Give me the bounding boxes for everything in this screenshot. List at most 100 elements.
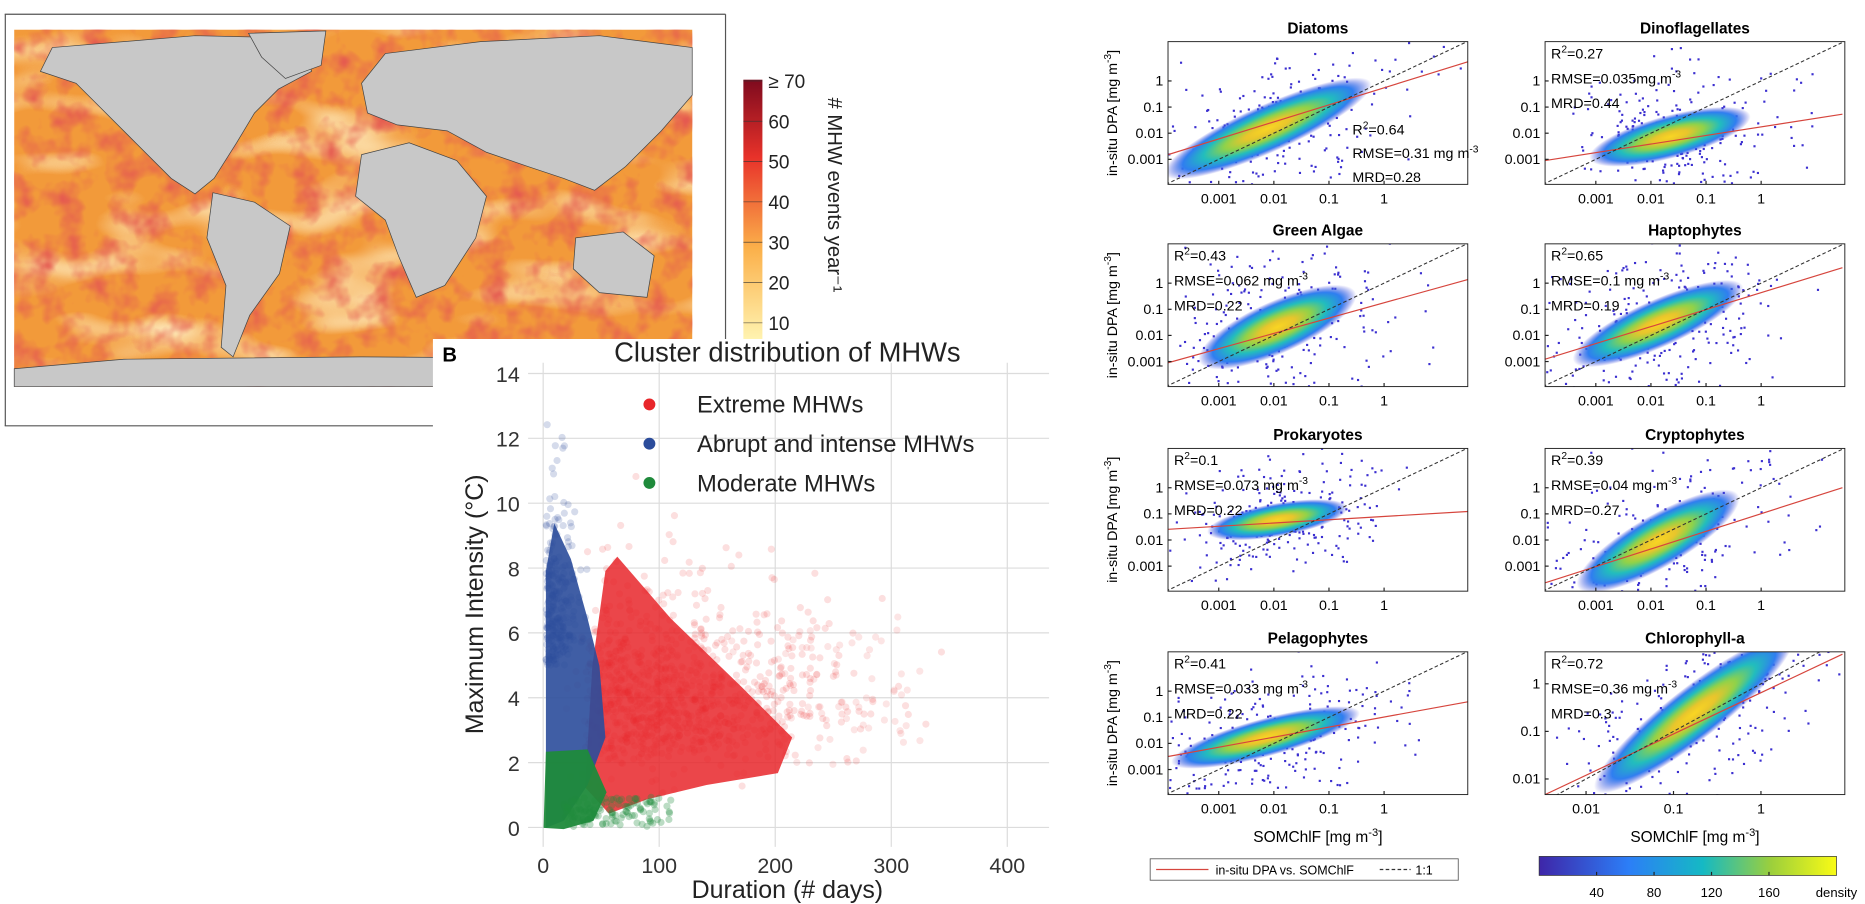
point-cloud	[567, 519, 574, 526]
density-point	[1428, 363, 1430, 365]
density-point	[1094, 175, 1096, 177]
density-point	[1590, 134, 1592, 136]
text-part: =0.39	[1567, 453, 1603, 469]
density-point	[1362, 693, 1364, 695]
point-cloud	[686, 559, 693, 566]
density-point	[1210, 181, 1212, 183]
density-point	[1761, 730, 1763, 732]
density-point	[1285, 68, 1287, 70]
density-point	[1578, 835, 1580, 837]
density-point	[1690, 475, 1692, 477]
density-point	[1665, 578, 1667, 580]
text-part: R	[1551, 248, 1561, 264]
density-point	[1636, 703, 1638, 705]
x-tick-label: 1	[1757, 598, 1765, 614]
x-tick-label: 0.1	[1696, 394, 1716, 410]
density-point	[1701, 551, 1703, 553]
density-point	[1293, 547, 1295, 549]
density-point	[1406, 467, 1408, 469]
density-point	[1738, 738, 1740, 740]
density-point	[1684, 675, 1686, 677]
density-point	[1276, 154, 1278, 156]
density-point	[1664, 166, 1666, 168]
density-point	[1811, 125, 1813, 127]
density-point	[1581, 390, 1583, 392]
density-point	[1303, 349, 1305, 351]
point-cloud	[768, 574, 775, 581]
density-point	[1701, 554, 1703, 556]
text-part: =0.27	[1567, 46, 1603, 62]
density-point	[1230, 293, 1232, 295]
legend-label: 1:1	[1415, 863, 1432, 877]
x-tick-label: 1	[1757, 394, 1765, 410]
point-cloud	[751, 679, 758, 686]
density-point	[1621, 120, 1623, 122]
density-point	[1219, 88, 1221, 90]
point-cloud	[811, 570, 818, 577]
y-tick-label: 1	[1532, 276, 1540, 292]
point-cloud	[824, 643, 831, 650]
density-point	[1276, 185, 1278, 187]
density-point	[1337, 784, 1339, 786]
density-point	[1251, 778, 1253, 780]
density-point	[1233, 110, 1235, 112]
density-point	[1331, 492, 1333, 494]
point-cloud	[697, 569, 704, 576]
density-point	[1545, 836, 1547, 838]
point-cloud	[740, 652, 747, 659]
point-cloud	[916, 737, 923, 744]
density-point	[1625, 513, 1627, 515]
point-cloud	[818, 710, 825, 717]
density-point	[1625, 126, 1627, 128]
stat-text: RMSE=0.31 mg m-3	[1352, 144, 1478, 162]
density-point	[1216, 376, 1218, 378]
colorbar-tick-label: 30	[768, 233, 789, 254]
density-point	[1248, 108, 1250, 110]
density-point	[1569, 521, 1571, 523]
x-tick-label: 1	[1757, 191, 1765, 207]
density-point	[1729, 79, 1731, 81]
density-point	[1320, 751, 1322, 753]
density-point	[1206, 110, 1208, 112]
density-point	[1547, 345, 1549, 347]
density-point	[1708, 779, 1710, 781]
text-part: MRD=0.27	[1551, 503, 1620, 519]
density-point	[1242, 180, 1244, 182]
x-tick-label: 0.001	[1201, 191, 1237, 207]
density-point	[1296, 558, 1298, 560]
density-point	[1479, 698, 1481, 700]
x-tick-label: 0.1	[1319, 598, 1339, 614]
density-point	[1764, 627, 1766, 629]
density-point	[1568, 552, 1570, 554]
density-point	[1340, 462, 1342, 464]
density-point	[1741, 614, 1743, 616]
density-point	[1216, 226, 1218, 228]
point-cloud	[584, 548, 591, 555]
density-point	[1621, 657, 1623, 659]
density-point	[1740, 303, 1742, 305]
stat-text: R2=0.27	[1551, 44, 1603, 62]
point-cloud	[670, 538, 677, 545]
density-point	[1681, 377, 1683, 379]
x-tick-label: 0.01	[1637, 394, 1665, 410]
text-part: ]	[1105, 457, 1121, 461]
density-point	[1337, 75, 1339, 77]
point-cloud	[577, 566, 584, 573]
text-part: MRD=0.22	[1174, 503, 1243, 519]
density-point	[1634, 117, 1636, 119]
density-point	[1408, 42, 1410, 44]
point-cloud	[900, 739, 907, 746]
density-point	[1320, 692, 1322, 694]
density-point	[1634, 179, 1636, 181]
density-point	[1187, 194, 1189, 196]
y-tick-label: 0.001	[1505, 152, 1541, 168]
stat-text: RMSE=0.073 mg m-3	[1174, 476, 1308, 494]
density-point	[1274, 62, 1276, 64]
point-cloud	[869, 696, 876, 703]
density-point	[1141, 477, 1143, 479]
density-point	[1638, 100, 1640, 102]
x-tick-label: 0.01	[1637, 191, 1665, 207]
density-point	[1678, 286, 1680, 288]
y-tick-label: 10	[496, 493, 520, 517]
density-point	[1302, 533, 1304, 535]
